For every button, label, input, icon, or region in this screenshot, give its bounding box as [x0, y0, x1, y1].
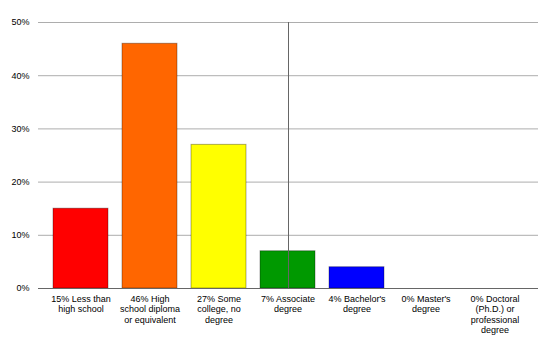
svg-text:4% Bachelor'sdegree: 4% Bachelor'sdegree [328, 294, 386, 314]
svg-text:0%: 0% [16, 283, 29, 293]
svg-text:30%: 30% [11, 124, 29, 134]
svg-text:20%: 20% [11, 177, 29, 187]
svg-text:40%: 40% [11, 71, 29, 81]
svg-text:7% Associatedegree: 7% Associatedegree [261, 294, 315, 314]
svg-text:46% Highschool diplomaor equiv: 46% Highschool diplomaor equivalent [120, 294, 180, 325]
svg-text:27% Somecollege, nodegree: 27% Somecollege, nodegree [197, 294, 241, 325]
svg-text:15% Less thanhigh school: 15% Less thanhigh school [51, 294, 111, 314]
svg-text:0% Doctoral(Ph.D.) orprofessio: 0% Doctoral(Ph.D.) orprofessionaldegree [470, 294, 519, 335]
svg-text:0% Master'sdegree: 0% Master'sdegree [401, 294, 451, 314]
svg-text:50%: 50% [11, 17, 29, 27]
svg-text:10%: 10% [11, 230, 29, 240]
